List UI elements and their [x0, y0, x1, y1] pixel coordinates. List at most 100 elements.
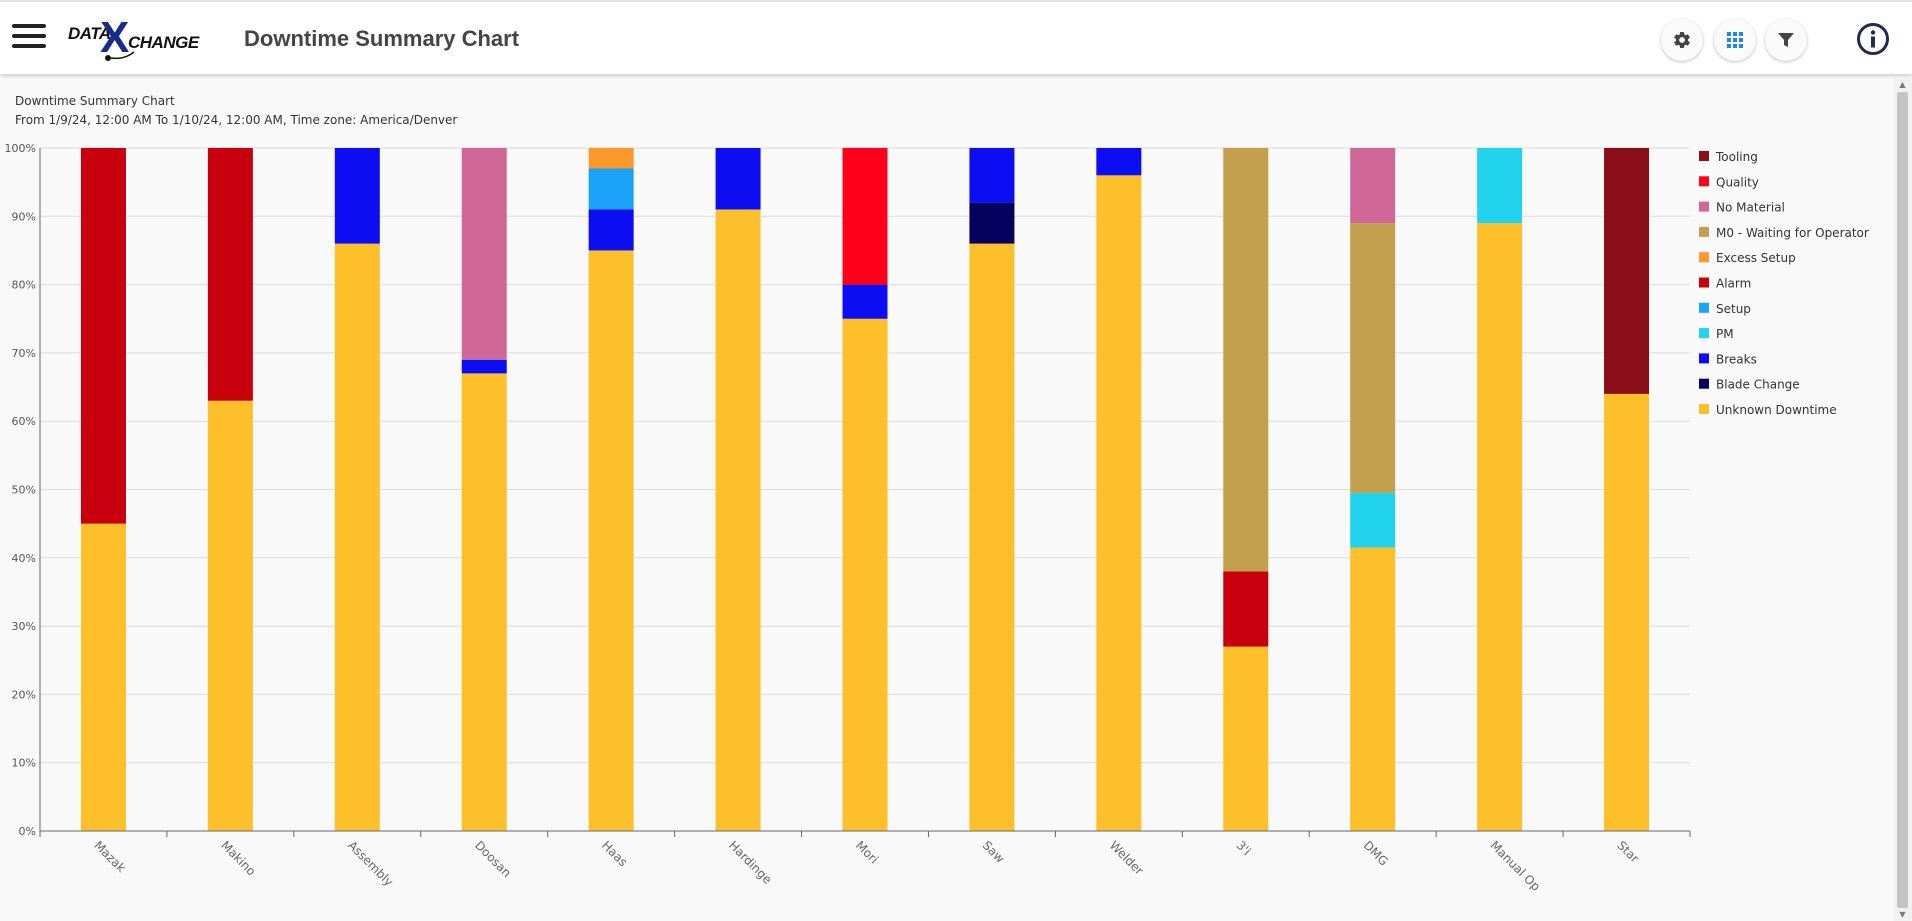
x-tick-label: Doosan — [472, 838, 514, 880]
bar-segment[interactable] — [588, 209, 634, 251]
bar-segment[interactable] — [715, 209, 761, 832]
y-axis-ticks: 0% 10% 20% 30% 40% 50% 60% 70% 80% 90% 100% — [5, 142, 36, 838]
chart-title: Downtime Summary Chart — [15, 94, 175, 108]
bar-segment[interactable] — [334, 243, 380, 831]
x-tick-label: Manual Op — [1487, 838, 1542, 893]
bar-segment[interactable] — [969, 202, 1015, 244]
legend-swatch — [1699, 252, 1709, 263]
legend-item[interactable]: Blade Change — [1716, 378, 1800, 392]
legend-swatch — [1699, 353, 1709, 364]
scroll-up-arrow[interactable]: ▲ — [1899, 80, 1906, 89]
top-bar: DATA X CHANGE Downtime Summary Chart — [0, 0, 1912, 74]
x-axis — [39, 148, 1691, 837]
legend-item[interactable]: Tooling — [1715, 150, 1758, 164]
x-tick-label: Assembly — [345, 838, 396, 889]
bar-segment[interactable] — [334, 148, 380, 244]
logo-dot — [105, 55, 111, 61]
legend-swatch — [1699, 302, 1709, 313]
bar-segment[interactable] — [1604, 148, 1650, 394]
bars — [80, 148, 1650, 832]
x-axis-labels: Mazak Makino Assembly Doosan Haas Hardinge Mor… — [91, 838, 1641, 893]
legend-swatch — [1699, 277, 1709, 288]
legend-item[interactable]: Setup — [1716, 302, 1751, 316]
bar-segment[interactable] — [1223, 646, 1269, 831]
legend-item[interactable]: PM — [1716, 327, 1734, 341]
app-title: Downtime Summary Chart — [244, 26, 520, 51]
filter-icon — [1778, 33, 1794, 47]
gear-icon — [1674, 31, 1690, 49]
x-tick-label: Star — [1614, 838, 1641, 865]
logo-text-data: DATA — [68, 24, 111, 43]
bar-segment[interactable] — [1350, 547, 1396, 831]
legend-item[interactable]: No Material — [1716, 201, 1785, 215]
x-tick-label: Saw — [980, 838, 1008, 866]
bar-segment[interactable] — [80, 523, 126, 831]
info-icon[interactable] — [1856, 22, 1890, 56]
legend-item[interactable]: Alarm — [1716, 277, 1751, 291]
legend-swatch — [1699, 201, 1709, 212]
legend-swatch — [1699, 151, 1709, 161]
filter-button[interactable] — [1765, 19, 1807, 61]
legend-swatch — [1699, 226, 1709, 237]
chart-date-range: From 1/9/24, 12:00 AM To 1/10/24, 12:00 … — [15, 113, 458, 127]
bar-segment[interactable] — [1223, 148, 1269, 572]
scrollbar-thumb[interactable] — [1897, 92, 1908, 908]
bar-segment[interactable] — [1604, 393, 1650, 831]
x-tick-label: Haas — [599, 838, 630, 869]
grid-icon — [1727, 32, 1743, 48]
legend-item[interactable]: Breaks — [1716, 352, 1757, 366]
bar-segment[interactable] — [842, 318, 888, 831]
legend-item[interactable]: Excess Setup — [1716, 251, 1796, 265]
settings-button[interactable] — [1661, 19, 1703, 61]
bar-segment[interactable] — [461, 359, 507, 374]
bar-segment[interactable] — [588, 148, 634, 169]
scroll-down-arrow[interactable]: ▼ — [1899, 910, 1906, 919]
y-tick-label: 10% — [12, 757, 36, 770]
menu-icon[interactable] — [12, 22, 46, 52]
bar-segment[interactable] — [588, 250, 634, 831]
y-tick-label: 60% — [12, 415, 36, 428]
y-tick-label: 30% — [12, 620, 36, 633]
bar-segment[interactable] — [969, 243, 1015, 831]
datax-logo: DATA X CHANGE — [68, 14, 200, 62]
bar-segment[interactable] — [1096, 148, 1142, 176]
bar-segment[interactable] — [1477, 223, 1523, 831]
x-tick-label: Mazak — [91, 838, 128, 875]
legend-swatch — [1699, 176, 1709, 187]
legend-item[interactable]: Unknown Downtime — [1716, 403, 1837, 417]
bar-segment[interactable] — [969, 148, 1015, 203]
y-tick-label: 80% — [12, 279, 36, 292]
bar-segment[interactable] — [842, 148, 888, 285]
x-tick-label: 3'i — [1234, 838, 1254, 858]
legend-swatch — [1699, 328, 1709, 339]
legend-item[interactable]: M0 - Waiting for Operator — [1716, 226, 1869, 240]
bar-segment[interactable] — [207, 400, 253, 831]
y-tick-label: 20% — [12, 688, 36, 701]
x-tick-label: Hardinge — [726, 838, 775, 887]
bar-segment[interactable] — [461, 373, 507, 831]
bar-segment[interactable] — [1350, 148, 1396, 224]
legend-swatch — [1699, 378, 1709, 389]
y-tick-label: 90% — [12, 210, 36, 223]
legend-item[interactable]: Quality — [1716, 175, 1759, 189]
bar-segment[interactable] — [588, 168, 634, 210]
y-tick-label: 50% — [12, 484, 36, 497]
bar-segment[interactable] — [1350, 223, 1396, 493]
bar-segment[interactable] — [1223, 571, 1269, 647]
x-tick-label: DMG — [1361, 838, 1391, 868]
y-tick-label: 70% — [12, 347, 36, 360]
bar-segment[interactable] — [80, 148, 126, 524]
bar-segment[interactable] — [207, 148, 253, 401]
x-tick-label: Welder — [1107, 838, 1147, 878]
x-tick-label: Mori — [853, 838, 881, 866]
bar-segment[interactable] — [1096, 175, 1142, 831]
grid-view-button[interactable] — [1714, 19, 1756, 61]
bar-segment[interactable] — [461, 148, 507, 360]
logo-text-change: CHANGE — [128, 33, 200, 52]
bar-segment[interactable] — [715, 148, 761, 210]
bar-segment[interactable] — [842, 284, 888, 319]
bar-segment[interactable] — [1350, 492, 1396, 548]
logo-swoosh — [110, 51, 135, 60]
legend-swatch — [1699, 404, 1709, 414]
bar-segment[interactable] — [1477, 148, 1523, 224]
